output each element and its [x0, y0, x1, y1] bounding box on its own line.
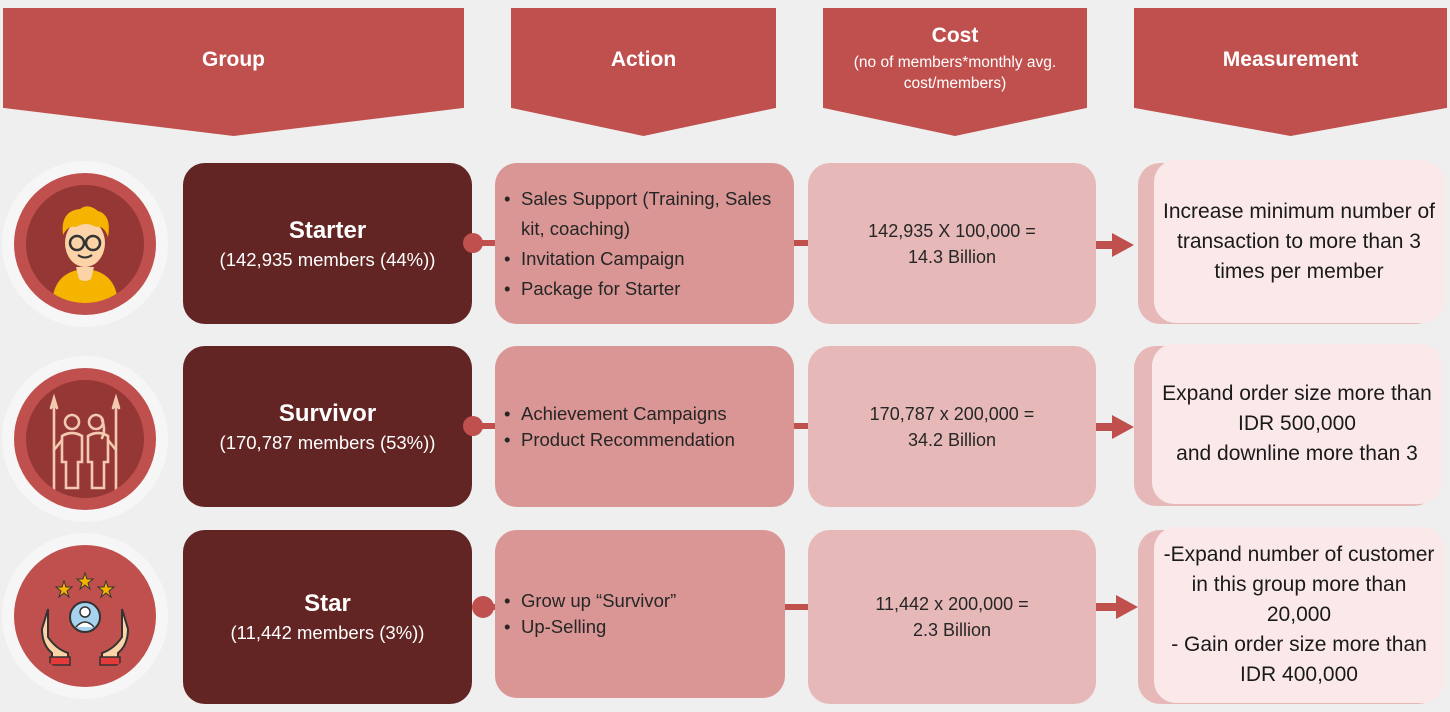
- arrow-head-icon: [1112, 233, 1134, 257]
- action-list: Sales Support (Training, Sales kit, coac…: [503, 184, 786, 304]
- action-item: Product Recommendation: [504, 427, 735, 453]
- action-list: Grow up “Survivor” Up-Selling: [503, 588, 676, 640]
- cost-total: 14.3 Billion: [907, 246, 997, 267]
- group-box-star: Star (11,442 members (3%)): [183, 530, 472, 704]
- header-cost: Cost (no of members*monthly avg. cost/me…: [823, 8, 1087, 136]
- action-item: Achievement Campaigns: [504, 401, 735, 427]
- group-members: (170,787 members (53%)): [219, 431, 436, 453]
- header-action: Action: [511, 8, 776, 136]
- arrow-line: [1096, 241, 1114, 249]
- header-group-title: Group: [202, 48, 265, 71]
- action-item: Invitation Campaign: [504, 244, 786, 274]
- header-cost-title: Cost: [931, 24, 979, 47]
- young-person-icon: [26, 185, 144, 303]
- action-item: Grow up “Survivor”: [504, 588, 676, 614]
- star-icon-badge: [2, 533, 168, 699]
- action-box-star: Grow up “Survivor” Up-Selling: [495, 530, 785, 698]
- header-measurement-title: Measurement: [1222, 48, 1359, 71]
- cost-formula: 11,442 x 200,000 =: [875, 594, 1029, 614]
- connector-line: [480, 423, 496, 429]
- measurement-box-starter: Increase minimum number of transaction t…: [1154, 160, 1444, 323]
- cost-box-survivor: 170,787 x 200,000 = 34.2 Billion: [808, 346, 1096, 507]
- group-box-survivor: Survivor (170,787 members (53%)): [183, 346, 472, 507]
- connector-line: [480, 240, 496, 246]
- action-list: Achievement Campaigns Product Recommenda…: [503, 401, 735, 453]
- connector-dot: [472, 596, 494, 618]
- cost-total: 34.2 Billion: [907, 429, 997, 450]
- cost-formula: 170,787 x 200,000 =: [869, 403, 1035, 424]
- arrow-head-icon: [1116, 595, 1138, 619]
- connector-dot: [463, 416, 483, 436]
- arrow-line: [1096, 603, 1118, 611]
- group-box-starter: Starter (142,935 members (44%)): [183, 163, 472, 324]
- connector-line: [794, 240, 808, 246]
- arrow-head-icon: [1112, 415, 1134, 439]
- connector-line: [794, 423, 808, 429]
- group-members: (142,935 members (44%)): [219, 248, 436, 270]
- group-name: Survivor: [278, 399, 377, 427]
- measurement-box-survivor: Expand order size more than IDR 500,000 …: [1152, 344, 1442, 504]
- measurement-text: -Expand number of customer in this group…: [1163, 543, 1435, 686]
- measurement-text: Expand order size more than IDR 500,000 …: [1162, 382, 1432, 465]
- header-action-title: Action: [610, 48, 677, 71]
- cost-total: 2.3 Billion: [912, 620, 992, 640]
- connector-line: [785, 604, 808, 610]
- measurement-text: Increase minimum number of transaction t…: [1163, 199, 1435, 283]
- action-box-starter: Sales Support (Training, Sales kit, coac…: [495, 163, 794, 324]
- connector-line: [490, 604, 496, 610]
- measurement-box-star: -Expand number of customer in this group…: [1154, 527, 1444, 703]
- group-name: Star: [304, 590, 351, 617]
- cost-box-starter: 142,935 X 100,000 = 14.3 Billion: [808, 163, 1096, 324]
- action-item: Up-Selling: [504, 614, 676, 640]
- cost-formula: 142,935 X 100,000 =: [868, 220, 1036, 241]
- header-cost-subtitle: (no of members*monthly avg. cost/members…: [853, 54, 1057, 92]
- group-name: Starter: [288, 216, 367, 244]
- action-item: Package for Starter: [504, 274, 786, 304]
- header-group: Group: [3, 8, 464, 136]
- action-box-survivor: Achievement Campaigns Product Recommenda…: [495, 346, 794, 507]
- survivor-icon-badge: [2, 356, 168, 522]
- starter-icon-badge: [2, 161, 168, 327]
- survivors-with-spears-icon: [26, 380, 144, 498]
- hands-star-person-icon: [26, 557, 144, 675]
- connector-dot: [463, 233, 483, 253]
- group-members: (11,442 members (3%)): [230, 622, 425, 643]
- action-item: Sales Support (Training, Sales kit, coac…: [504, 184, 786, 244]
- cost-box-star: 11,442 x 200,000 = 2.3 Billion: [808, 530, 1096, 704]
- header-measurement: Measurement: [1134, 8, 1447, 136]
- arrow-line: [1096, 423, 1114, 431]
